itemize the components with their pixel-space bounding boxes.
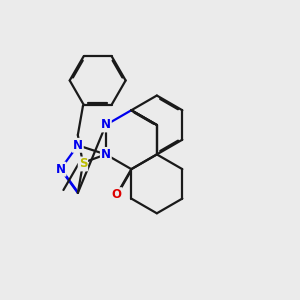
Text: S: S (79, 158, 87, 170)
Text: N: N (101, 148, 111, 161)
Text: N: N (56, 163, 65, 176)
Text: N: N (101, 118, 111, 131)
Text: N: N (73, 139, 83, 152)
Text: O: O (112, 188, 122, 201)
